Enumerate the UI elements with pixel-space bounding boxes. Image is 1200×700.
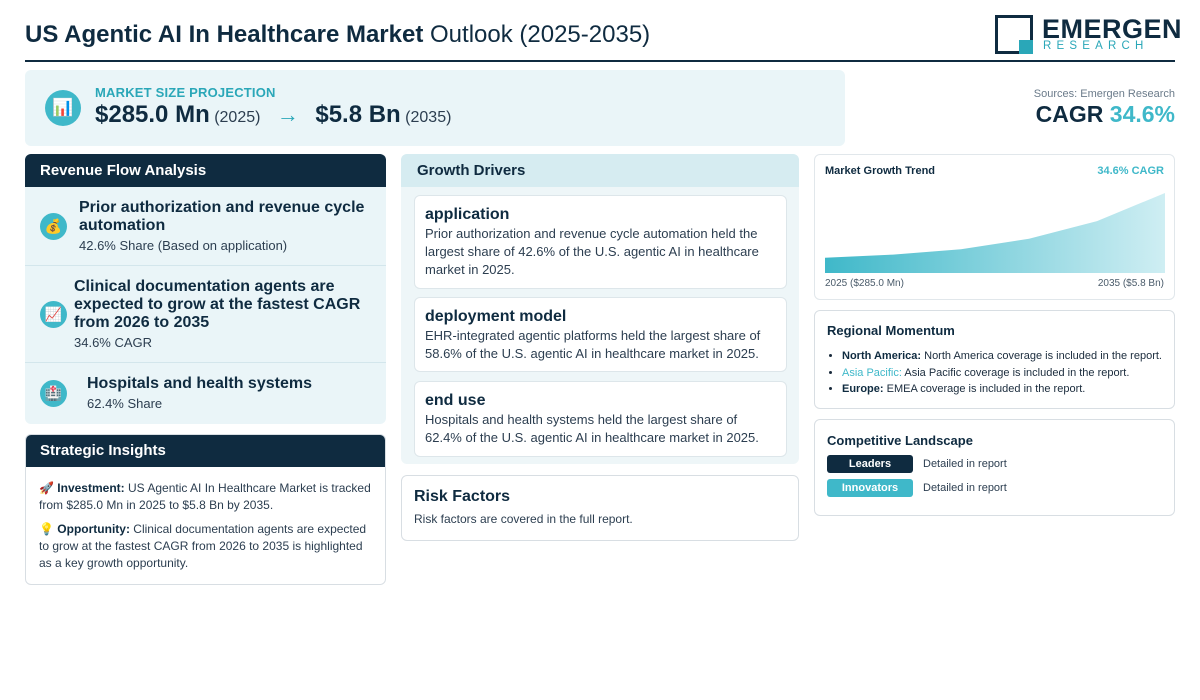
leaders-badge: Leaders (827, 455, 913, 473)
market-growth-trend-card: Market Growth Trend 34.6% CAGR 2025 ($28… (814, 154, 1175, 300)
list-item: North America: North America coverage is… (842, 348, 1172, 365)
growth-drivers-card: Growth Drivers application Prior authori… (401, 154, 799, 464)
risk-factors-text: Risk factors are covered in the full rep… (414, 512, 633, 526)
revenue-item-title: Prior authorization and revenue cycle au… (79, 199, 365, 234)
revenue-item: 🏥 Hospitals and health systems 62.4% Sha… (25, 363, 386, 424)
competitive-landscape-card: Competitive Landscape Leaders Detailed i… (814, 419, 1175, 516)
trend-start-label: 2025 ($285.0 Mn) (825, 278, 904, 289)
page-header: US Agentic AI In Healthcare Market Outlo… (25, 14, 1182, 62)
driver-title: deployment model (425, 308, 567, 325)
title-bold: US Agentic AI In Healthcare Market (25, 21, 424, 48)
strategic-insights-title: Strategic Insights (26, 435, 385, 467)
list-item: Europe: EMEA coverage is included in the… (842, 381, 1172, 398)
trend-cagr: 34.6% CAGR (1097, 165, 1164, 177)
end-value: $5.8 Bn (315, 101, 401, 128)
sources-note: Sources: Emergen Research (1033, 88, 1175, 100)
competitive-landscape-title: Competitive Landscape (827, 433, 973, 448)
growth-drivers-title: Growth Drivers (401, 154, 799, 187)
start-value: $285.0 Mn (95, 101, 210, 128)
investment-insight: 🚀 Investment: US Agentic AI In Healthcar… (39, 480, 374, 514)
revenue-item-title: Clinical documentation agents are expect… (74, 278, 361, 331)
driver-card: end use Hospitals and health systems hel… (414, 381, 787, 457)
investment-text: US Agentic AI In Healthcare Market is tr… (39, 481, 371, 512)
page-title: US Agentic AI In Healthcare Market Outlo… (25, 21, 650, 49)
emergen-logo[interactable]: EMERGEN RESEARCH (995, 14, 1182, 56)
region-name: North America: (842, 350, 922, 362)
revenue-item: 💰 Prior authorization and revenue cycle … (25, 187, 386, 266)
driver-title: end use (425, 392, 486, 409)
leaders-text: Detailed in report (923, 458, 1007, 470)
arrow-right-icon: → (276, 102, 299, 127)
start-year: (2025) (214, 109, 261, 126)
projection-label: MARKET SIZE PROJECTION (95, 85, 276, 100)
driver-card: application Prior authorization and reve… (414, 195, 787, 289)
money-bag-icon: 💰 (40, 213, 67, 240)
driver-card: deployment model EHR-integrated agentic … (414, 297, 787, 372)
region-name: Asia Pacific: (842, 366, 902, 379)
strategic-insights-card: Strategic Insights 🚀 Investment: US Agen… (25, 434, 386, 585)
risk-factors-card: Risk Factors Risk factors are covered in… (401, 475, 799, 541)
lightbulb-icon: 💡 (39, 522, 54, 536)
revenue-item-title: Hospitals and health systems (87, 375, 312, 392)
revenue-item: 📈 Clinical documentation agents are expe… (25, 266, 386, 363)
driver-text: Prior authorization and revenue cycle au… (425, 226, 759, 277)
rocket-icon: 🚀 (39, 481, 54, 495)
hospital-icon: 🏥 (40, 380, 67, 407)
innovators-text: Detailed in report (923, 482, 1007, 494)
revenue-flow-title: Revenue Flow Analysis (25, 154, 386, 187)
investment-label: Investment: (57, 481, 125, 495)
trend-end-label: 2035 ($5.8 Bn) (1097, 278, 1164, 289)
opportunity-insight: 💡 Opportunity: Clinical documentation ag… (39, 521, 374, 572)
driver-text: EHR-integrated agentic platforms held th… (425, 328, 761, 361)
end-year: (2035) (405, 109, 452, 126)
cagr-value: 34.6% (1109, 101, 1175, 127)
logo-mark-icon (995, 15, 1033, 54)
region-text: North America coverage is included in th… (924, 350, 1162, 362)
logo-sub-text: RESEARCH (1043, 40, 1149, 52)
regional-momentum-title: Regional Momentum (827, 323, 955, 338)
innovators-badge: Innovators (827, 479, 913, 497)
region-text: Asia Pacific coverage is included in the… (904, 366, 1130, 379)
risk-factors-title: Risk Factors (414, 488, 511, 505)
market-size-projection: 📊 MARKET SIZE PROJECTION $285.0 Mn (2025… (25, 70, 845, 146)
trend-title: Market Growth Trend (825, 165, 936, 177)
regional-momentum-card: Regional Momentum North America: North A… (814, 310, 1175, 409)
growth-area-chart (825, 193, 1165, 273)
list-item: Asia Pacific: Asia Pacific coverage is i… (842, 365, 1172, 382)
region-name: Europe: (842, 383, 884, 395)
trend-up-icon: 📈 (40, 301, 67, 328)
cagr-label: CAGR (1035, 101, 1104, 127)
driver-text: Hospitals and health systems held the la… (425, 412, 759, 445)
revenue-flow-card: Revenue Flow Analysis 💰 Prior authorizat… (25, 154, 386, 424)
revenue-item-sub: 42.6% Share (Based on application) (79, 238, 288, 253)
opportunity-text: Clinical documentation agents are expect… (39, 522, 367, 570)
regional-list: North America: North America coverage is… (842, 348, 1172, 398)
opportunity-label: Opportunity: (57, 522, 130, 536)
region-text: EMEA coverage is included in the report. (886, 383, 1086, 395)
logo-main-text: EMERGEN (1042, 14, 1183, 44)
cagr-headline: CAGR 34.6% (1036, 101, 1175, 128)
growth-area (825, 193, 1165, 273)
chart-icon: 📊 (45, 90, 81, 126)
projection-values: $285.0 Mn (2025) → $5.8 Bn (2035) (95, 101, 451, 129)
revenue-item-sub: 62.4% Share (87, 396, 163, 411)
revenue-item-sub: 34.6% CAGR (74, 335, 153, 350)
driver-title: application (425, 206, 510, 223)
title-rest: Outlook (2025-2035) (430, 21, 651, 48)
